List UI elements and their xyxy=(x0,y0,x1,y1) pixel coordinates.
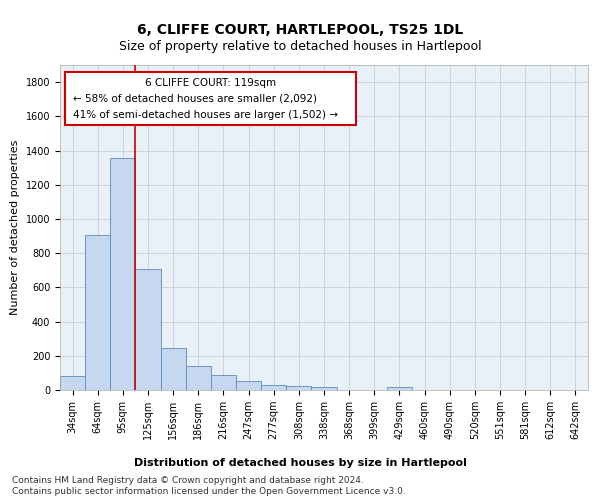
Text: 6, CLIFFE COURT, HARTLEPOOL, TS25 1DL: 6, CLIFFE COURT, HARTLEPOOL, TS25 1DL xyxy=(137,22,463,36)
Bar xyxy=(211,376,236,390)
Text: Contains public sector information licensed under the Open Government Licence v3: Contains public sector information licen… xyxy=(12,488,406,496)
Text: 41% of semi-detached houses are larger (1,502) →: 41% of semi-detached houses are larger (… xyxy=(73,110,338,120)
Bar xyxy=(186,366,211,390)
Bar xyxy=(60,376,85,390)
Y-axis label: Number of detached properties: Number of detached properties xyxy=(10,140,20,315)
Bar xyxy=(136,268,161,390)
Text: Contains HM Land Registry data © Crown copyright and database right 2024.: Contains HM Land Registry data © Crown c… xyxy=(12,476,364,485)
Text: 6 CLIFFE COURT: 119sqm: 6 CLIFFE COURT: 119sqm xyxy=(145,78,276,88)
FancyBboxPatch shape xyxy=(65,72,356,125)
Bar xyxy=(236,382,261,390)
Bar xyxy=(110,158,136,390)
Bar xyxy=(85,235,110,390)
Bar xyxy=(161,348,186,390)
Bar xyxy=(387,386,412,390)
Text: Size of property relative to detached houses in Hartlepool: Size of property relative to detached ho… xyxy=(119,40,481,53)
Bar xyxy=(261,385,286,390)
Bar xyxy=(311,388,337,390)
Text: Distribution of detached houses by size in Hartlepool: Distribution of detached houses by size … xyxy=(134,458,466,468)
Text: ← 58% of detached houses are smaller (2,092): ← 58% of detached houses are smaller (2,… xyxy=(73,94,317,104)
Bar xyxy=(286,386,311,390)
